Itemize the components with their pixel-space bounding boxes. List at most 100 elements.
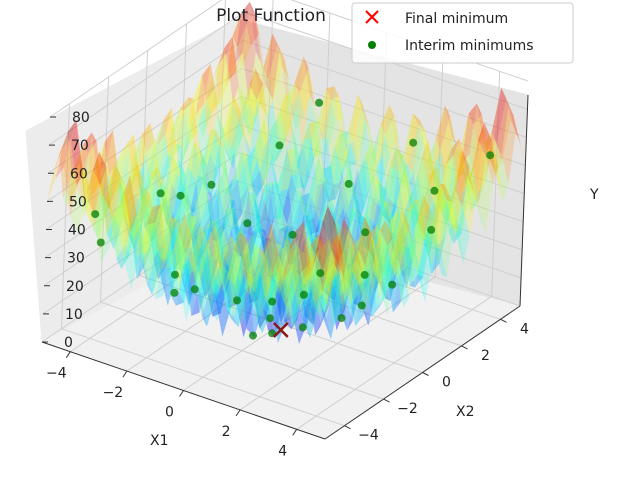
interim-minimum-point [388, 280, 397, 289]
surface-patch [55, 137, 71, 179]
y-tick-label: 30 [67, 251, 85, 267]
surface-patch [293, 230, 307, 297]
surface-patch [259, 237, 274, 266]
surface-patch [312, 245, 329, 325]
surface-patch [469, 103, 484, 195]
surface-patch [252, 228, 266, 233]
surface-patch [195, 280, 207, 327]
surface-patch [347, 278, 363, 331]
surface-patch [247, 153, 258, 228]
surface-patch [284, 236, 297, 264]
surface-patch [124, 232, 138, 289]
grid-line [41, 208, 521, 343]
surface-patch [312, 266, 324, 320]
surface-patch [152, 227, 164, 264]
surface-patch [188, 139, 203, 182]
surface-patch [278, 255, 290, 319]
surface-patch [392, 207, 406, 268]
surface-patch [67, 144, 84, 208]
surface-patch [185, 188, 196, 267]
surface-patch [241, 275, 257, 327]
surface-patch [161, 248, 176, 271]
surface-patch [449, 115, 462, 170]
surface-patch [193, 247, 207, 272]
surface-patch [280, 225, 294, 288]
surface-patch [200, 249, 214, 327]
surface-patch [232, 86, 247, 120]
surface-patch [335, 144, 351, 200]
surface-patch [380, 148, 396, 207]
surface-patch [366, 139, 379, 199]
surface-patch [418, 140, 432, 208]
surface-patch [139, 195, 152, 232]
surface-patch [289, 225, 301, 287]
surface-patch [364, 175, 378, 243]
x2-tick-mark [422, 372, 429, 376]
surface-patch [308, 233, 320, 299]
surface-patch [418, 237, 432, 303]
surface-patch [289, 268, 304, 320]
surface-patch [446, 154, 461, 244]
surface-patch [357, 175, 374, 258]
surface-patch [388, 146, 404, 207]
surface-patch [264, 237, 278, 299]
surface-patch [506, 98, 518, 138]
surface-patch [390, 209, 407, 301]
surface-patch [95, 141, 109, 198]
surface-patch [253, 233, 268, 300]
x1-tick-label: 2 [222, 424, 231, 440]
surface-patch [240, 145, 256, 200]
surface-patch [306, 246, 321, 269]
surface-patch [189, 104, 204, 145]
surface-patch [299, 173, 311, 235]
surface-patch [382, 197, 397, 224]
surface-patch [74, 144, 89, 177]
surface-patch [255, 256, 269, 329]
surface-patch [231, 266, 247, 307]
surface-patch [330, 272, 343, 326]
surface-patch [372, 139, 383, 216]
surface-patch [89, 141, 105, 198]
surface-patch [181, 226, 192, 316]
surface-patch [460, 167, 475, 195]
y-tick-label: 70 [71, 138, 89, 154]
surface-patch [185, 139, 199, 211]
surface-patch [359, 234, 374, 297]
surface-patch [286, 91, 297, 165]
surface-patch [357, 94, 370, 130]
surface-patch [129, 165, 144, 188]
surface-patch [208, 189, 221, 240]
surface-patch [255, 51, 269, 79]
surface-patch [236, 258, 252, 305]
surface-patch [203, 217, 218, 288]
surface-patch [374, 243, 386, 299]
surface-patch [347, 153, 359, 224]
surface-patch [282, 239, 298, 280]
surface-patch [287, 140, 304, 225]
surface-patch [179, 97, 194, 111]
surface-patch [323, 181, 335, 220]
surface-patch [410, 192, 422, 238]
surface-patch [323, 241, 337, 299]
surface-patch [123, 194, 137, 231]
surface-patch [349, 209, 365, 258]
surface-patch [327, 242, 342, 300]
surface-patch [394, 245, 409, 259]
surface-patch [241, 251, 254, 274]
surface-patch [263, 233, 275, 289]
surface-patch [214, 88, 226, 153]
surface-patch [296, 211, 312, 257]
surface-patch [348, 244, 363, 327]
surface-patch [282, 298, 295, 329]
surface-patch [194, 147, 207, 165]
surface-patch [449, 190, 463, 236]
surface-patch [250, 282, 263, 334]
surface-patch [233, 152, 248, 180]
surface-patch [106, 212, 121, 250]
surface-patch [239, 285, 253, 338]
surface-patch [339, 96, 350, 167]
surface-patch [329, 226, 346, 304]
surface-patch [197, 259, 212, 296]
surface-patch [260, 185, 274, 255]
surface-patch [239, 231, 251, 283]
